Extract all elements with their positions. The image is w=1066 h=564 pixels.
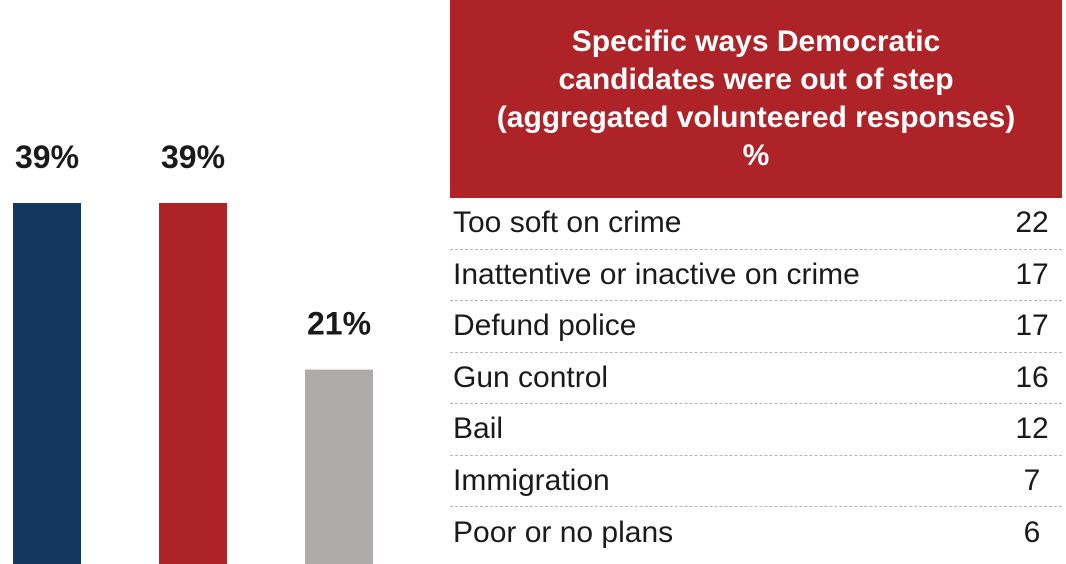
row-value: 12 [1015, 412, 1049, 446]
bar-1 [13, 203, 81, 564]
table-row: Poor or no plans 6 [450, 507, 1062, 559]
bar-value-label: 39% [15, 139, 79, 175]
row-value: 6 [1023, 515, 1041, 549]
bar-value-label: 21% [307, 306, 371, 342]
bar-value-label: 39% [161, 139, 225, 175]
row-value: 17 [1015, 309, 1049, 343]
row-value: 16 [1015, 360, 1049, 394]
table-row: Too soft on crime 22 [450, 198, 1062, 250]
row-label: Gun control [453, 360, 609, 394]
row-label: Poor or no plans [453, 515, 674, 549]
table-row: Immigration 7 [450, 456, 1062, 507]
table-body: Too soft on crime 22 Inattentive or inac… [450, 198, 1062, 559]
bar-2 [159, 203, 227, 564]
table-row: Defund police 17 [450, 301, 1062, 353]
row-label: Defund police [453, 309, 637, 343]
table-header: Specific ways Democratic candidates were… [450, 0, 1062, 198]
row-label: Inattentive or inactive on crime [453, 257, 860, 291]
bar-chart: 39% 39% 21% [13, 139, 373, 564]
row-label: Bail [453, 412, 504, 446]
row-label: Immigration [453, 463, 610, 497]
table-row: Bail 12 [450, 404, 1062, 456]
bar-3 [305, 369, 373, 564]
row-value: 17 [1015, 257, 1049, 291]
reasons-table: Specific ways Democratic candidates were… [450, 0, 1062, 564]
row-label: Too soft on crime [453, 206, 682, 240]
table-row: Gun control 16 [450, 353, 1062, 404]
row-value: 22 [1015, 206, 1049, 240]
row-value: 7 [1023, 463, 1041, 497]
table-row: Inattentive or inactive on crime 17 [450, 250, 1062, 301]
